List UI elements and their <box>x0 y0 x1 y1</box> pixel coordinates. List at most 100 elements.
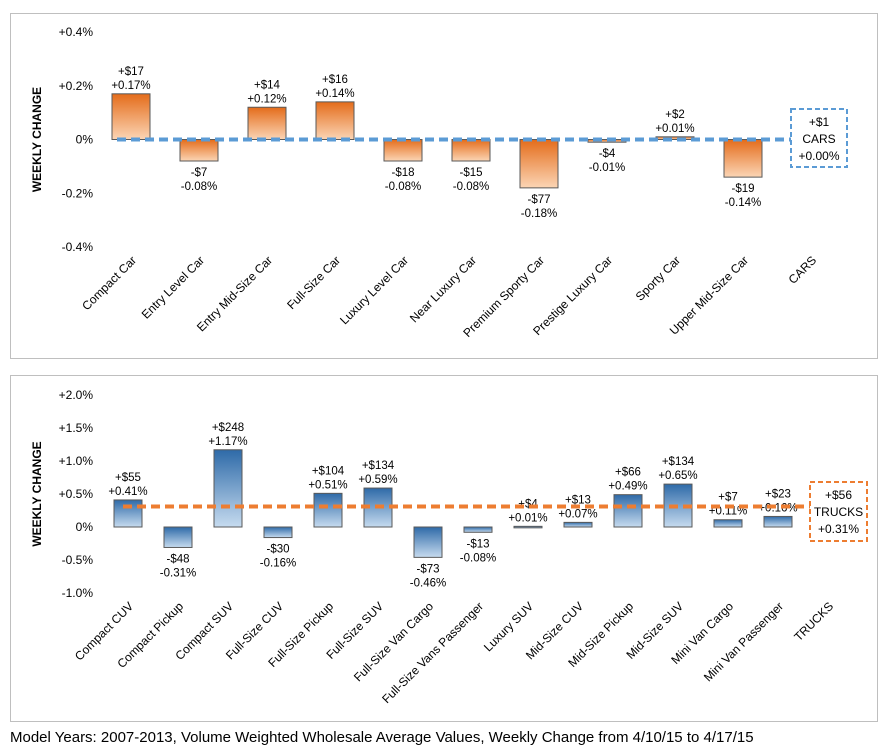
data-label-percent: -0.08% <box>460 552 496 564</box>
bar-full-size-van-cargo <box>413 526 443 558</box>
data-label-percent: +0.14% <box>315 88 354 100</box>
category-label: Compact Car <box>79 253 139 313</box>
cars-chart: WEEKLY CHANGE +0.4% +0.2% 0% -0.2% -0.4% +$17 +… <box>30 25 848 340</box>
data-label-percent: -0.18% <box>521 208 557 220</box>
bar-luxury-level-car <box>383 139 423 162</box>
category-label: Full-Size Car <box>284 253 343 312</box>
y-tick-label: +1.5% <box>59 421 94 435</box>
category-label: Luxury Level Car <box>337 253 411 327</box>
data-label-percent: -0.16% <box>260 558 296 570</box>
total-segment: CARS <box>802 132 835 146</box>
data-label-dollar: -$48 <box>166 553 189 565</box>
data-label-dollar: +$66 <box>615 467 641 479</box>
bar-compact-cuv <box>113 499 143 528</box>
data-label-percent: +0.12% <box>247 93 286 105</box>
bar-full-size-pickup <box>313 492 343 528</box>
y-axis-label: WEEKLY CHANGE <box>30 441 44 546</box>
y-tick-label: +0.4% <box>59 25 94 39</box>
data-label-dollar: +$13 <box>565 494 591 506</box>
data-label-percent: -0.31% <box>160 567 196 579</box>
total-box <box>790 108 848 168</box>
data-label-dollar: +$4 <box>518 498 538 510</box>
total-percent: +0.31% <box>818 522 859 536</box>
bar-mini-van-cargo <box>713 519 743 528</box>
category-label: Sporty Car <box>633 253 683 303</box>
bar-mini-van-passenger <box>763 515 793 528</box>
data-label-percent: +0.51% <box>308 479 347 491</box>
y-tick-label: -0.5% <box>62 553 94 567</box>
data-label-dollar: +$16 <box>322 74 348 86</box>
total-box <box>809 481 868 542</box>
data-label-percent: -0.46% <box>410 577 446 589</box>
category-label: Full-Size Vans Passenger <box>379 599 486 706</box>
category-label: TRUCKS <box>791 599 836 644</box>
bar-full-size-cuv <box>263 526 293 539</box>
total-dollar: +$56 <box>825 488 852 502</box>
data-label-percent: +0.01% <box>508 512 547 524</box>
data-label-percent: +0.49% <box>608 481 647 493</box>
data-label-dollar: +$14 <box>254 79 281 91</box>
y-tick-label: -0.4% <box>62 240 94 254</box>
data-label-dollar: -$77 <box>527 194 550 206</box>
data-label-dollar: -$19 <box>731 183 754 195</box>
data-label-dollar: -$13 <box>466 538 489 550</box>
data-label-dollar: -$15 <box>459 167 482 179</box>
total-segment: TRUCKS <box>814 505 863 519</box>
bar-entry-level-car <box>179 139 219 162</box>
category-label: Luxury SUV <box>481 599 536 654</box>
bar-full-size-car <box>315 101 355 140</box>
data-label-percent: -0.08% <box>385 181 421 193</box>
y-tick-label: -0.2% <box>62 186 94 200</box>
category-label: Near Luxury Car <box>407 253 479 325</box>
data-label-percent: -0.08% <box>181 181 217 193</box>
bar-full-size-vans-passenger <box>463 526 493 533</box>
bar-near-luxury-car <box>451 139 491 162</box>
data-label-percent: -0.08% <box>453 181 489 193</box>
data-label-percent: +0.17% <box>111 80 150 92</box>
data-label-dollar: +$7 <box>718 492 738 504</box>
y-tick-label: +1.0% <box>59 454 94 468</box>
category-label: Entry Level Car <box>139 253 207 321</box>
bar-mid-size-pickup <box>613 494 643 528</box>
data-label-dollar: -$30 <box>266 544 289 556</box>
bar-mid-size-cuv <box>563 521 593 528</box>
y-tick-label: +2.0% <box>59 388 94 402</box>
data-label-percent: +0.65% <box>658 470 697 482</box>
y-tick-label: +0.2% <box>59 79 94 93</box>
data-label-percent: -0.01% <box>589 162 625 174</box>
data-label-dollar: +$23 <box>765 488 791 500</box>
data-label-percent: +0.16% <box>758 502 797 514</box>
bar-compact-suv <box>213 449 243 528</box>
data-label-percent: +1.17% <box>208 436 247 448</box>
y-tick-label: 0% <box>76 520 94 534</box>
y-tick-label: -1.0% <box>62 586 94 600</box>
footer-note: Model Years: 2007-2013, Volume Weighted … <box>10 729 754 746</box>
data-label-percent: -0.14% <box>725 197 761 209</box>
category-label: Entry Mid-Size Car <box>194 253 275 334</box>
bar-upper-mid-size-car <box>723 139 763 178</box>
data-label-dollar: -$73 <box>416 563 439 575</box>
y-axis-label: WEEKLY CHANGE <box>30 87 44 192</box>
y-tick-label: +0.5% <box>59 487 94 501</box>
category-label: CARS <box>786 253 819 286</box>
data-label-dollar: +$248 <box>212 422 244 434</box>
bar-luxury-suv <box>513 525 543 529</box>
data-label-dollar: +$134 <box>662 456 695 468</box>
data-label-dollar: -$4 <box>599 148 616 160</box>
y-tick-label: 0% <box>76 133 94 147</box>
data-label-percent: +0.01% <box>655 123 694 135</box>
data-label-percent: +0.59% <box>358 474 397 486</box>
bar-sporty-car <box>655 136 695 140</box>
data-label-percent: +0.41% <box>108 486 147 498</box>
data-label-dollar: +$104 <box>312 465 345 477</box>
bar-premium-sporty-car <box>519 139 559 189</box>
data-label-dollar: -$18 <box>391 167 414 179</box>
data-label-dollar: -$7 <box>191 167 208 179</box>
data-label-dollar: +$2 <box>665 109 685 121</box>
data-label-percent: +0.11% <box>709 506 747 518</box>
data-label-percent: +0.07% <box>558 508 597 520</box>
data-label-dollar: +$55 <box>115 472 141 484</box>
data-label-dollar: +$17 <box>118 66 144 78</box>
bar-compact-pickup <box>163 526 193 548</box>
bar-entry-mid-size-car <box>247 106 287 140</box>
